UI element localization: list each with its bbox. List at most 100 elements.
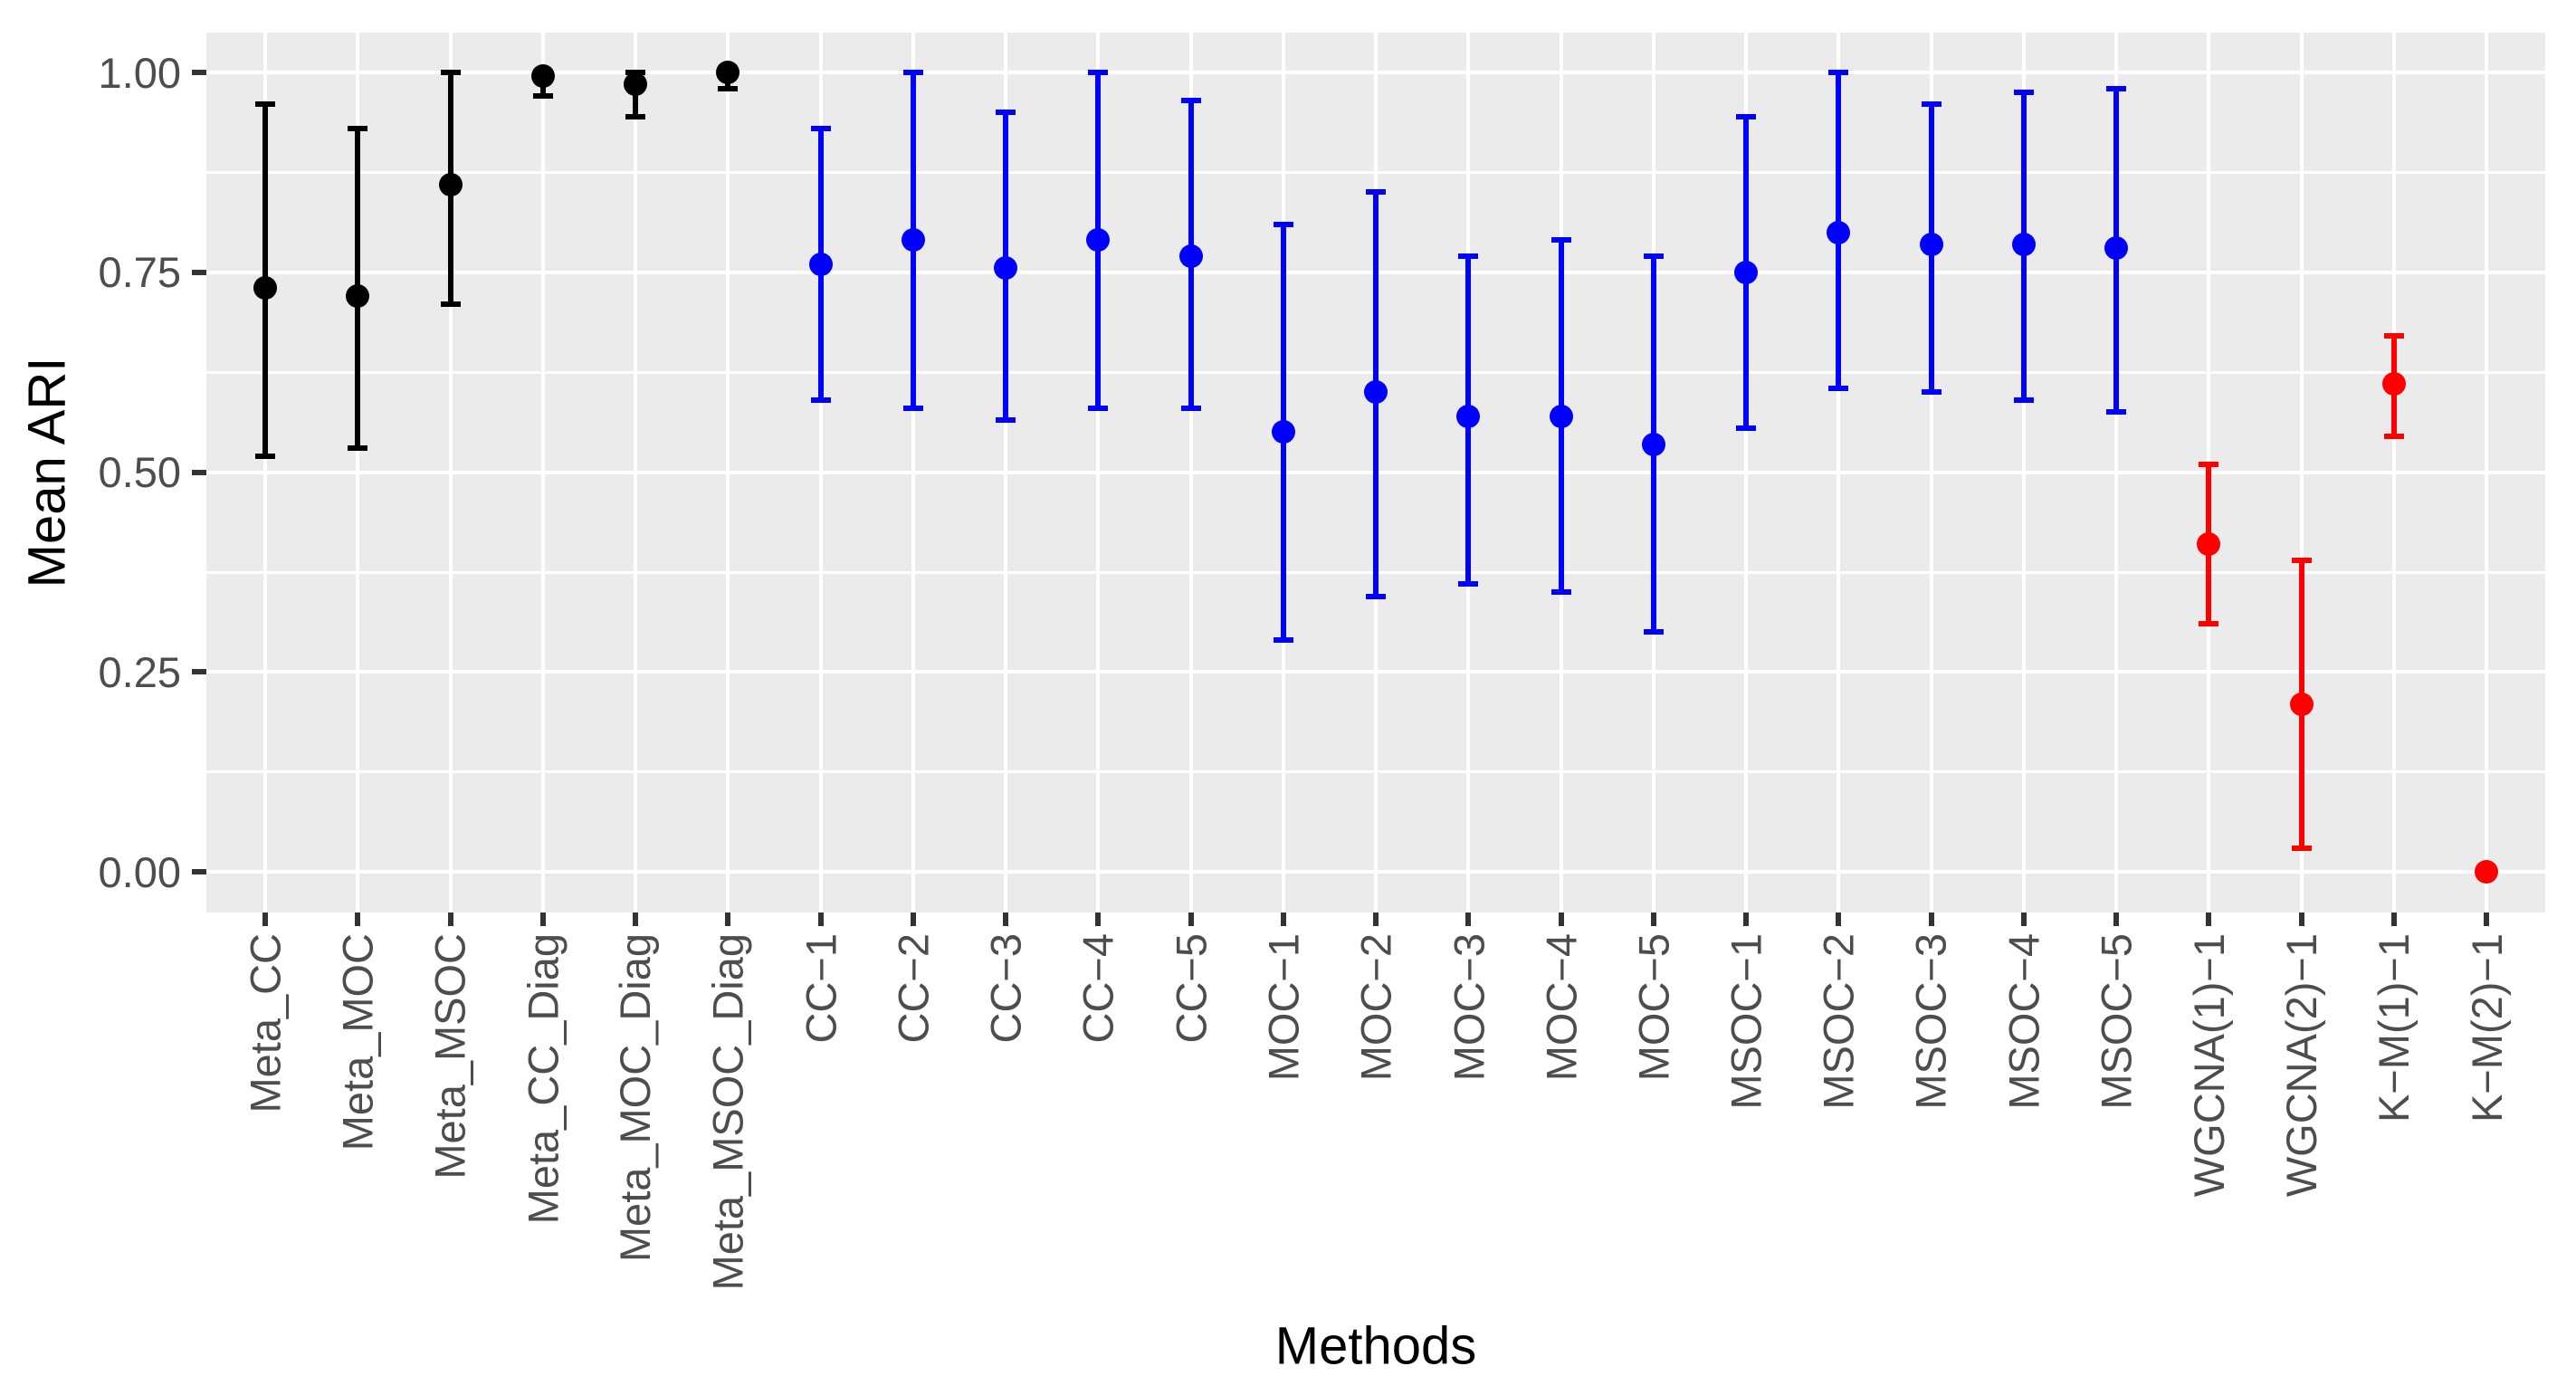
- errorbar-cap-top: [996, 110, 1016, 116]
- errorbar-cap-bottom: [2383, 433, 2404, 439]
- point-dot: [1827, 220, 1851, 244]
- point-dot: [2011, 232, 2036, 256]
- x-tick: [2113, 912, 2119, 926]
- errorbar-cap-bottom: [1736, 425, 1756, 432]
- point-dot: [1364, 380, 1388, 405]
- x-tick: [817, 912, 824, 926]
- errorbar-cap-top: [2199, 461, 2219, 467]
- x-tick-label-text: CC−4: [1073, 933, 1122, 1044]
- x-tick-label-text: Meta_CC_Diag: [519, 933, 568, 1225]
- x-tick-label-text: MSOC−1: [1722, 933, 1770, 1110]
- errorbar-cap-bottom: [532, 93, 553, 100]
- y-tick: [192, 669, 206, 675]
- x-tick: [1095, 912, 1102, 926]
- x-tick: [539, 912, 546, 926]
- x-tick: [2206, 912, 2212, 926]
- errorbar-cap-top: [1828, 70, 1849, 75]
- errorbar-cap-top: [348, 125, 368, 131]
- y-axis-title: Mean ARI: [17, 357, 77, 588]
- x-tick-label-text: MOC−2: [1351, 933, 1400, 1082]
- gridline-x-major: [726, 33, 730, 912]
- gridline-x-major: [2114, 33, 2118, 912]
- gridline-x-major: [1004, 33, 1007, 912]
- x-tick: [447, 912, 453, 926]
- x-tick-label-text: Meta_MOC_Diag: [611, 933, 660, 1263]
- plot-panel: [206, 33, 2545, 912]
- x-tick-label-text: MOC−4: [1537, 933, 1585, 1082]
- point-dot: [1271, 420, 1295, 444]
- errorbar-cap-bottom: [718, 85, 739, 91]
- x-tick-label-text: MOC−1: [1259, 933, 1308, 1082]
- errorbar-cap-bottom: [2013, 397, 2034, 404]
- x-tick-label-text: MOC−3: [1444, 933, 1493, 1082]
- point-dot: [901, 228, 925, 253]
- y-tick-label: 0.50: [98, 448, 181, 497]
- x-tick: [1558, 912, 1564, 926]
- x-tick-label-text: MOC−5: [1629, 933, 1678, 1082]
- x-tick-label-text: CC−3: [981, 933, 1030, 1044]
- x-tick-label-text: Meta_MSOC_Diag: [703, 933, 752, 1291]
- gridline-x-major: [356, 33, 360, 912]
- gridline-x-major: [263, 33, 267, 912]
- errorbar-cap-top: [1736, 113, 1756, 119]
- errorbar-cap-top: [2013, 90, 2034, 96]
- point-dot: [346, 284, 370, 309]
- errorbar-cap-bottom: [625, 113, 645, 119]
- point-dot: [2289, 692, 2314, 716]
- errorbar-cap-top: [1366, 189, 1386, 196]
- y-tick-label: 0.00: [98, 847, 181, 896]
- x-tick-label-text: K−M(1)−1: [2370, 933, 2419, 1123]
- point-dot: [2381, 372, 2406, 397]
- errorbar-cap-top: [1458, 253, 1479, 260]
- x-tick-label-text: WGCNA(2)−1: [2277, 933, 2325, 1198]
- x-tick: [725, 912, 731, 926]
- x-tick-label-text: Meta_CC: [241, 933, 290, 1113]
- gridline-x-major: [1837, 33, 1841, 912]
- errorbar-cap-top: [1180, 97, 1201, 103]
- errorbar-cap-bottom: [810, 397, 831, 404]
- errorbar-cap-bottom: [440, 301, 461, 308]
- errorbar-cap-bottom: [1921, 389, 1942, 396]
- y-tick-label: 0.75: [98, 248, 181, 297]
- errorbar-cap-top: [810, 125, 831, 131]
- gridline-x-major: [1744, 33, 1748, 912]
- point-dot: [2104, 236, 2128, 261]
- point-dot: [253, 276, 277, 301]
- point-dot: [2197, 532, 2221, 557]
- errorbar-cap-bottom: [1828, 385, 1849, 391]
- errorbar-cap-bottom: [255, 453, 275, 459]
- x-tick-label-text: Meta_MOC: [333, 933, 382, 1151]
- point-dot: [808, 252, 833, 276]
- y-tick-label: 0.25: [98, 647, 181, 696]
- gridline-x-major: [1929, 33, 1933, 912]
- gridline-x-major: [2391, 33, 2396, 912]
- x-tick: [1928, 912, 1934, 926]
- gridline-x-major: [2021, 33, 2026, 912]
- errorbar-cap-bottom: [2199, 621, 2219, 627]
- errorbar-cap-bottom: [2291, 845, 2312, 851]
- point-dot: [1734, 260, 1758, 284]
- point-dot: [438, 172, 463, 196]
- x-tick: [1003, 912, 1008, 926]
- y-tick: [192, 269, 206, 275]
- point-dot: [1641, 432, 1665, 456]
- x-tick: [1650, 912, 1656, 926]
- gridline-x-major: [818, 33, 823, 912]
- errorbar-cap-top: [2291, 557, 2312, 563]
- point-dot: [1178, 244, 1203, 269]
- errorbar-cap-bottom: [1643, 629, 1664, 635]
- errorbar-cap-top: [440, 70, 461, 75]
- gridline-x-major: [540, 33, 545, 912]
- errorbar-cap-top: [1088, 70, 1109, 75]
- x-axis-title: Methods: [1274, 1316, 1477, 1376]
- x-tick: [1743, 912, 1749, 926]
- errorbar-cap-bottom: [1088, 405, 1109, 411]
- x-tick: [355, 912, 361, 926]
- x-tick-label-text: Meta_MSOC: [426, 933, 474, 1180]
- x-tick-label-text: MSOC−2: [1814, 933, 1863, 1110]
- point-dot: [624, 72, 647, 97]
- gridline-x-major: [1188, 33, 1193, 912]
- gridline-x-major: [911, 33, 915, 912]
- x-tick: [2390, 912, 2397, 926]
